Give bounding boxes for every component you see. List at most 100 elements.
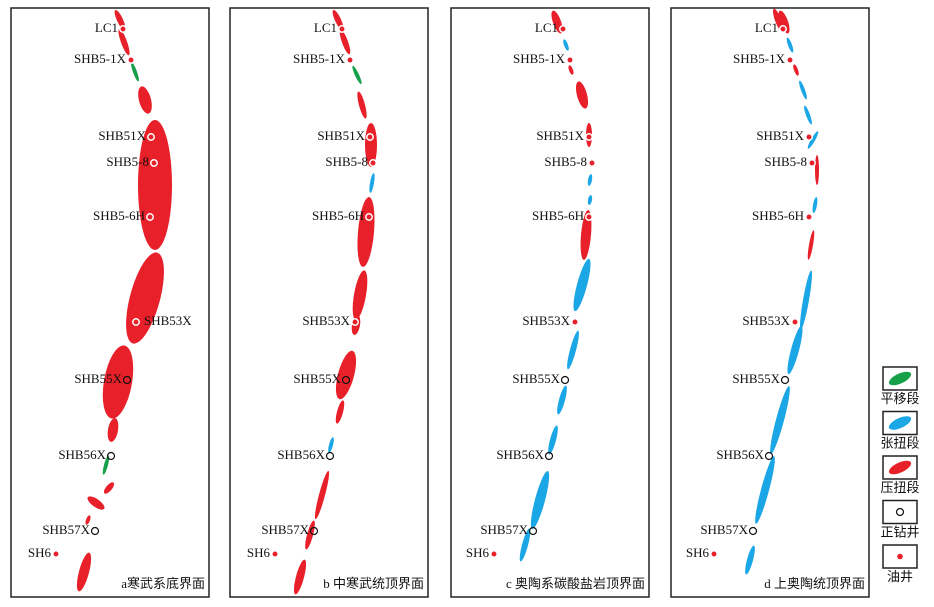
fault-segment <box>773 8 783 32</box>
oil-well <box>585 213 593 221</box>
oil-well <box>585 133 593 141</box>
fault-segment <box>575 81 589 109</box>
well-label: SHB57X <box>700 522 748 537</box>
legend-swatch <box>897 553 903 560</box>
well-label: SHB53X <box>522 313 570 328</box>
fault-segment <box>335 350 357 400</box>
drilling-well <box>764 451 774 461</box>
well-label: SH6 <box>686 545 710 560</box>
fault-segment <box>85 515 91 525</box>
well-label: SHB51X <box>536 128 584 143</box>
oil-well <box>805 213 813 221</box>
fault-segment <box>815 155 819 185</box>
oil-well <box>571 318 579 326</box>
oil-well <box>490 550 498 558</box>
well-label: SHB51X <box>756 128 804 143</box>
well-label: SHB5-8 <box>325 154 368 169</box>
well-label: SHB5-6H <box>312 208 364 223</box>
fault-segment <box>804 105 812 125</box>
well-label: LC1 <box>535 20 558 35</box>
fault-segment <box>799 80 807 100</box>
well-label: SHB5-1X <box>74 51 127 66</box>
well-label: SHB5-8 <box>764 154 807 169</box>
oil-well <box>127 56 135 64</box>
oil-well <box>588 159 596 167</box>
oil-well <box>119 25 127 33</box>
well-label: SHB57X <box>42 522 90 537</box>
fault-segment <box>293 559 307 595</box>
drilling-well <box>106 451 116 461</box>
fault-segment <box>787 325 803 375</box>
oil-well <box>52 550 60 558</box>
well-label: SHB5-6H <box>752 208 804 223</box>
oil-well <box>150 159 158 167</box>
oil-well <box>147 133 155 141</box>
well-label: SHB51X <box>317 128 365 143</box>
well-label: SHB5-1X <box>733 51 786 66</box>
well-label: SHB53X <box>144 313 192 328</box>
fault-segment <box>357 91 367 119</box>
well-label: SHB5-8 <box>106 154 149 169</box>
fault-segment <box>807 230 815 260</box>
well-label: SHB53X <box>742 313 790 328</box>
fault-segment <box>745 545 755 575</box>
panel-frame <box>229 7 429 598</box>
fault-segment <box>314 470 330 520</box>
well-label: SHB53X <box>302 313 350 328</box>
well-label: SHB5-6H <box>93 208 145 223</box>
fault-segment <box>126 252 164 344</box>
fault-segment <box>339 29 351 55</box>
well-label: SHB55X <box>293 371 341 386</box>
fault-segment <box>568 65 574 75</box>
well-label: SHB55X <box>732 371 780 386</box>
fault-segment <box>87 496 105 510</box>
well-label: SHB5-1X <box>293 51 346 66</box>
fault-segment <box>778 10 790 34</box>
well-label: SH6 <box>247 545 271 560</box>
well-label: SHB55X <box>512 371 560 386</box>
drilling-well <box>528 526 538 536</box>
fault-segment <box>332 9 344 31</box>
legend-label: 油井 <box>887 569 913 584</box>
fault-segment <box>328 437 334 453</box>
fault-segment <box>563 39 569 51</box>
fault-segment <box>102 345 134 419</box>
legend-swatch <box>895 507 905 517</box>
well-label: SHB55X <box>74 371 122 386</box>
oil-well <box>132 318 140 326</box>
drilling-well <box>560 375 570 385</box>
fault-segment <box>530 470 550 530</box>
oil-well <box>805 133 813 141</box>
drilling-well <box>780 375 790 385</box>
map-panel: LC1 SHB5-1X SHB51X SHB5-8 SHB5-6H SHB53X SHB55… <box>10 7 210 598</box>
oil-well <box>808 159 816 167</box>
drilling-well <box>544 451 554 461</box>
fault-segment <box>807 131 819 149</box>
oil-well <box>146 213 154 221</box>
oil-well <box>779 25 787 33</box>
panel-caption: a寒武系底界面 <box>121 576 205 591</box>
legend-label: 正钻井 <box>880 524 919 539</box>
oil-well <box>566 56 574 64</box>
fault-segment <box>131 62 139 82</box>
drilling-well <box>325 451 335 461</box>
fault-segment <box>107 418 119 442</box>
oil-well <box>559 25 567 33</box>
well-label: SHB56X <box>277 447 325 462</box>
fault-segment <box>138 86 152 114</box>
fault-segment <box>118 28 130 56</box>
map-panel: LC1 SHB5-1X SHB51X SHB5-8 SHB5-6H SHB53X SHB55… <box>450 7 650 598</box>
well-label: SHB5-6H <box>532 208 584 223</box>
map-panel: LC1 SHB5-1X SHB51X SHB5-8 SHB5-6H SHB53X SHB55… <box>229 7 429 598</box>
oil-well <box>346 56 354 64</box>
oil-well <box>786 56 794 64</box>
legend-swatch <box>888 416 912 430</box>
oil-well <box>791 318 799 326</box>
map-panel: LC1 SHB5-1X SHB51X SHB5-8 SHB5-6H SHB53X SHB55… <box>670 7 870 598</box>
fault-segment <box>567 330 579 370</box>
well-label: SHB56X <box>716 447 764 462</box>
fault-segment <box>103 482 115 494</box>
fault-segment <box>519 528 531 562</box>
oil-well <box>365 213 373 221</box>
